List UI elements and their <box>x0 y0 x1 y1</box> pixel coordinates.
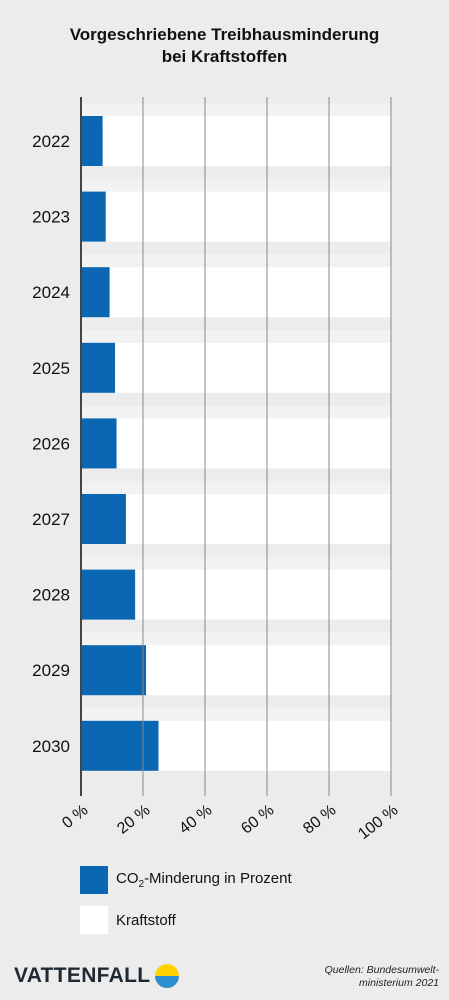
y-tick-label: 2026 <box>32 434 70 453</box>
legend-swatch-co2 <box>80 866 108 894</box>
y-tick-label: 2030 <box>32 737 70 756</box>
bar-fuel-2025 <box>115 342 391 393</box>
x-tick-label: 80 % <box>300 802 339 838</box>
vattenfall-logo: VATTENFALL <box>14 963 180 989</box>
bar-fuel-2022 <box>102 116 391 166</box>
chart-title-line2: bei Kraftstoffen <box>161 47 288 66</box>
logo-text: VATTENFALL <box>14 964 151 987</box>
grid-lines <box>80 97 392 796</box>
bar-fuel-2027 <box>125 494 391 544</box>
y-axis-labels: 2022 2023 2024 2025 2026 2027 2028 2029 2030 <box>32 132 70 756</box>
y-tick-label: 2024 <box>32 283 70 302</box>
bar-chart: 2022 2023 2024 2025 2026 2027 2028 2029 2030 0 %… <box>32 97 401 843</box>
legend-label-co2: CO2-Minderung in Prozent <box>116 870 292 890</box>
bar-fuel-2028 <box>135 569 391 620</box>
x-tick-label: 40 % <box>176 802 215 838</box>
y-tick-label: 2023 <box>32 208 70 227</box>
legend-item-co2: CO2-Minderung in Prozent <box>80 866 292 894</box>
bar-co2-2022 <box>81 116 103 166</box>
bar-fuel-2026 <box>116 418 392 469</box>
bar-co2-2024 <box>81 267 110 318</box>
x-tick-label: 0 % <box>59 802 91 832</box>
vattenfall-sun-icon <box>155 964 180 988</box>
y-tick-label: 2027 <box>32 510 70 529</box>
bar-co2-2027 <box>81 494 126 544</box>
x-tick-label: 60 % <box>238 802 277 838</box>
chart-title-line1: Vorgeschriebene Treibhausminderung <box>69 25 380 44</box>
y-tick-label: 2025 <box>32 359 70 378</box>
bars <box>81 116 392 771</box>
chart-title: Vorgeschriebene Treibhausminderung bei K… <box>0 24 449 68</box>
x-tick-label: 20 % <box>114 802 153 838</box>
y-tick-label: 2029 <box>32 661 70 680</box>
bar-co2-2028 <box>81 569 136 620</box>
bar-co2-2025 <box>81 342 116 393</box>
bar-fuel-2030 <box>158 720 391 771</box>
bar-fuel-2029 <box>146 645 391 696</box>
source-line1: Quellen: Bundesumwelt- <box>324 964 439 976</box>
bar-co2-2026 <box>81 418 117 469</box>
bar-fuel-2024 <box>109 267 392 318</box>
bar-co2-2030 <box>81 720 159 771</box>
source-note: Quellen: Bundesumwelt- ministerium 2021 <box>269 964 439 990</box>
bar-co2-2029 <box>81 645 147 696</box>
legend: CO2-Minderung in Prozent Kraftstoff <box>80 866 292 946</box>
x-tick-label: 100 % <box>355 802 401 843</box>
bar-co2-2023 <box>81 191 106 242</box>
legend-label-fuel: Kraftstoff <box>116 911 176 929</box>
legend-item-fuel: Kraftstoff <box>80 906 292 934</box>
source-line2: ministerium 2021 <box>359 977 439 989</box>
x-axis-labels: 0 % 20 % 40 % 60 % 80 % 100 % <box>59 802 401 843</box>
y-tick-label: 2022 <box>32 132 70 151</box>
bar-fuel-2023 <box>105 191 392 242</box>
y-tick-label: 2028 <box>32 586 70 605</box>
legend-swatch-fuel <box>80 906 108 934</box>
